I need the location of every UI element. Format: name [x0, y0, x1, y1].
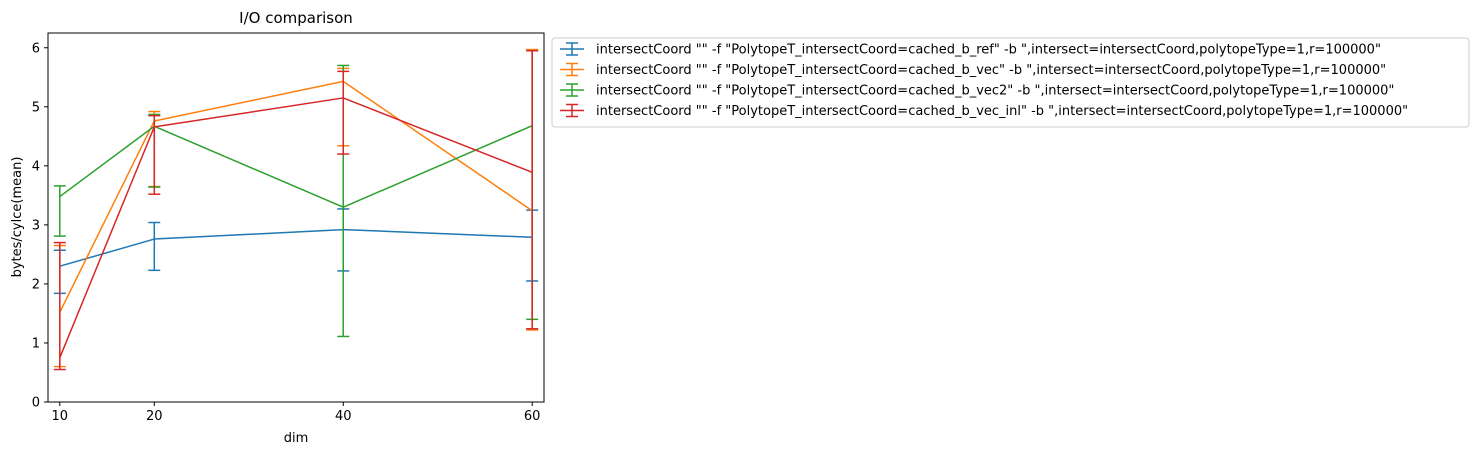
y-tick-label: 1 [32, 336, 40, 351]
legend-item: intersectCoord "" -f "PolytopeT_intersec… [560, 42, 1381, 58]
y-tick-label: 6 [32, 41, 40, 56]
plot-area [53, 48, 539, 371]
legend: intersectCoord "" -f "PolytopeT_intersec… [551, 37, 1470, 128]
x-tick-label: 60 [524, 409, 541, 424]
y-tick-label: 4 [32, 159, 40, 174]
x-axis: 10 20 40 60 [52, 402, 541, 424]
series-line [59, 97, 533, 359]
y-axis: 0 1 2 3 4 5 6 [32, 41, 48, 411]
series-4 [53, 49, 539, 371]
legend-label: intersectCoord "" -f "PolytopeT_intersec… [596, 63, 1386, 78]
legend-frame [551, 37, 1470, 128]
legend-label: intersectCoord "" -f "PolytopeT_intersec… [596, 43, 1381, 58]
series-1 [53, 208, 539, 295]
legend-item: intersectCoord "" -f "PolytopeT_intersec… [560, 83, 1394, 99]
y-axis-label: bytes/cylce(mean) [10, 157, 25, 278]
series-line [59, 125, 533, 208]
axes-frame [47, 32, 545, 403]
x-tick-label: 10 [52, 409, 69, 424]
y-tick-label: 0 [32, 396, 40, 411]
series-line [59, 80, 533, 313]
legend-item: intersectCoord "" -f "PolytopeT_intersec… [560, 103, 1408, 119]
legend-item: intersectCoord "" -f "PolytopeT_intersec… [560, 62, 1386, 78]
series-2 [53, 48, 539, 368]
y-tick-label: 3 [32, 218, 40, 233]
legend-label: intersectCoord "" -f "PolytopeT_intersec… [596, 84, 1394, 99]
x-axis-label: dim [284, 431, 309, 446]
legend-label: intersectCoord "" -f "PolytopeT_intersec… [596, 104, 1408, 119]
series-line [59, 228, 533, 267]
chart-title: I/O comparison [239, 9, 353, 27]
y-tick-label: 2 [32, 277, 40, 292]
x-tick-label: 20 [146, 409, 163, 424]
y-tick-label: 5 [32, 100, 40, 115]
x-tick-label: 40 [335, 409, 352, 424]
